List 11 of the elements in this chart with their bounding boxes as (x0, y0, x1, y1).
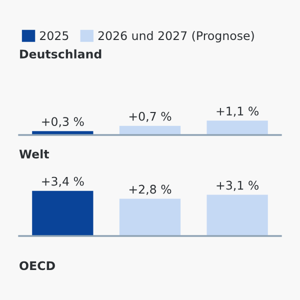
data-label: +2,8 % (129, 184, 172, 195)
data-label: +0,3 % (42, 117, 84, 128)
text: OECD (20, 261, 55, 270)
legend-label: 2025 (40, 31, 68, 40)
legend-label: 2026 und 2027 (Prognose) (98, 30, 254, 42)
data-label: +1,1 % (216, 106, 258, 117)
chart-title: Deutschland (20, 49, 102, 58)
data-label: +0,7 % (129, 112, 172, 122)
chart-title: Welt (19, 149, 50, 158)
data-label: +3,1 % (216, 180, 258, 191)
data-label: +3,4 % (42, 176, 84, 187)
